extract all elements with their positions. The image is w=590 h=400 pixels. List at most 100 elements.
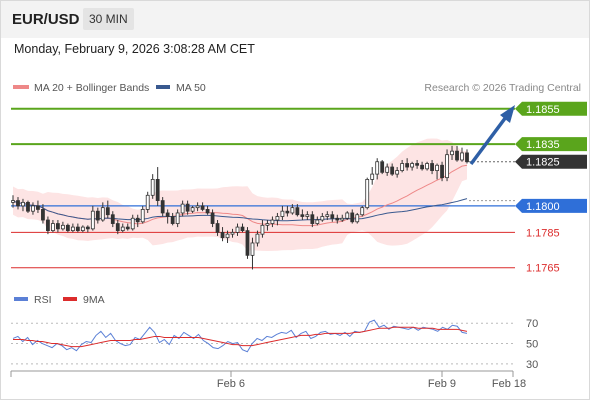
candle-body [290,207,295,214]
rsi-ma-legend-swatch [63,297,77,301]
level-tag [515,101,587,116]
candle-body [150,179,155,196]
candle-body [370,173,375,180]
candle [235,223,240,236]
candle [60,221,65,231]
candle [41,204,45,224]
candle-body [225,233,230,239]
candle [130,214,135,231]
candle [215,220,220,236]
candle-body [380,161,385,173]
candle [290,204,295,215]
candle [440,161,444,182]
candle-body [455,150,459,161]
candle-body [270,219,275,224]
candle [335,214,340,224]
candle [425,161,429,171]
candle-body [305,214,310,217]
candle [365,177,370,210]
projection-arrow [469,105,515,166]
candle [385,163,390,176]
candle-body [56,223,60,230]
candle-body [265,223,270,226]
candle-body [355,214,360,223]
candle [36,200,40,213]
level-tag [515,137,587,152]
bollinger-band-area [13,138,467,251]
candle-body [335,217,340,221]
candle-body [280,210,285,217]
candle [460,147,464,162]
candle-body [445,154,449,179]
candle [240,223,245,233]
candle [450,145,454,160]
candle [95,207,100,224]
candle-body [465,152,469,163]
candle-body [430,163,434,171]
candle [420,161,424,171]
candle [115,220,120,235]
candle-body [295,207,300,216]
candle [225,230,230,243]
candle-body [65,224,70,232]
candle-body [360,207,365,216]
candle [375,158,380,180]
candle-body [405,163,410,168]
candle [445,149,449,182]
candle-body [340,217,345,221]
candle-body [435,164,439,171]
candle [295,204,300,217]
rsi-ma-line [13,326,468,348]
candle-body [415,163,420,166]
rsi-legend-label: RSI [34,294,52,306]
candle-body [115,223,120,232]
rsi-tick-label: 30 [526,359,538,371]
timeframe-button[interactable]: 30 MIN [83,8,134,30]
candle-body [250,242,255,256]
rsi-panel: 70 50 30 [11,318,538,371]
candle-body [110,214,115,224]
candle-body [185,203,190,212]
candle [305,211,310,221]
candle [260,220,265,238]
date-line: Monday, February 9, 2026 3:08:28 AM CET [14,42,255,56]
level-value: 1.1765 [526,263,560,275]
candle-body [385,166,390,173]
candle [395,167,400,178]
candle-body [41,209,45,221]
candle [145,191,150,213]
candle [285,205,290,217]
level-labels: 1.1855 1.1835 1.1825 1.1800 1.1785 1.1765 [515,101,587,275]
candle [210,209,215,228]
candle [220,227,225,242]
candle [410,161,415,171]
candle [185,200,190,215]
candle-body [46,219,50,232]
level-value: 1.1825 [526,157,560,169]
candle [150,174,155,199]
candle [275,212,280,226]
candle [11,195,15,208]
candle-body [105,207,110,216]
candle [455,145,459,162]
candle-body [175,212,180,224]
candle [70,223,75,233]
ma50-legend-label: MA 50 [176,82,206,94]
candle-body [100,207,105,221]
candle [160,197,165,217]
level-tag [515,154,587,169]
candle [46,216,50,235]
candle-body [16,200,20,207]
candle [270,216,275,228]
candle-body [60,224,65,230]
rsi-ma-legend-label: 9MA [83,294,105,306]
x-tick-label: Feb 18 [492,378,526,390]
candle-body [330,214,335,219]
candle-body [170,216,175,224]
candle [155,167,160,206]
candle [125,223,130,231]
candle-body [21,201,25,207]
candle [415,159,420,169]
candle [465,149,469,164]
